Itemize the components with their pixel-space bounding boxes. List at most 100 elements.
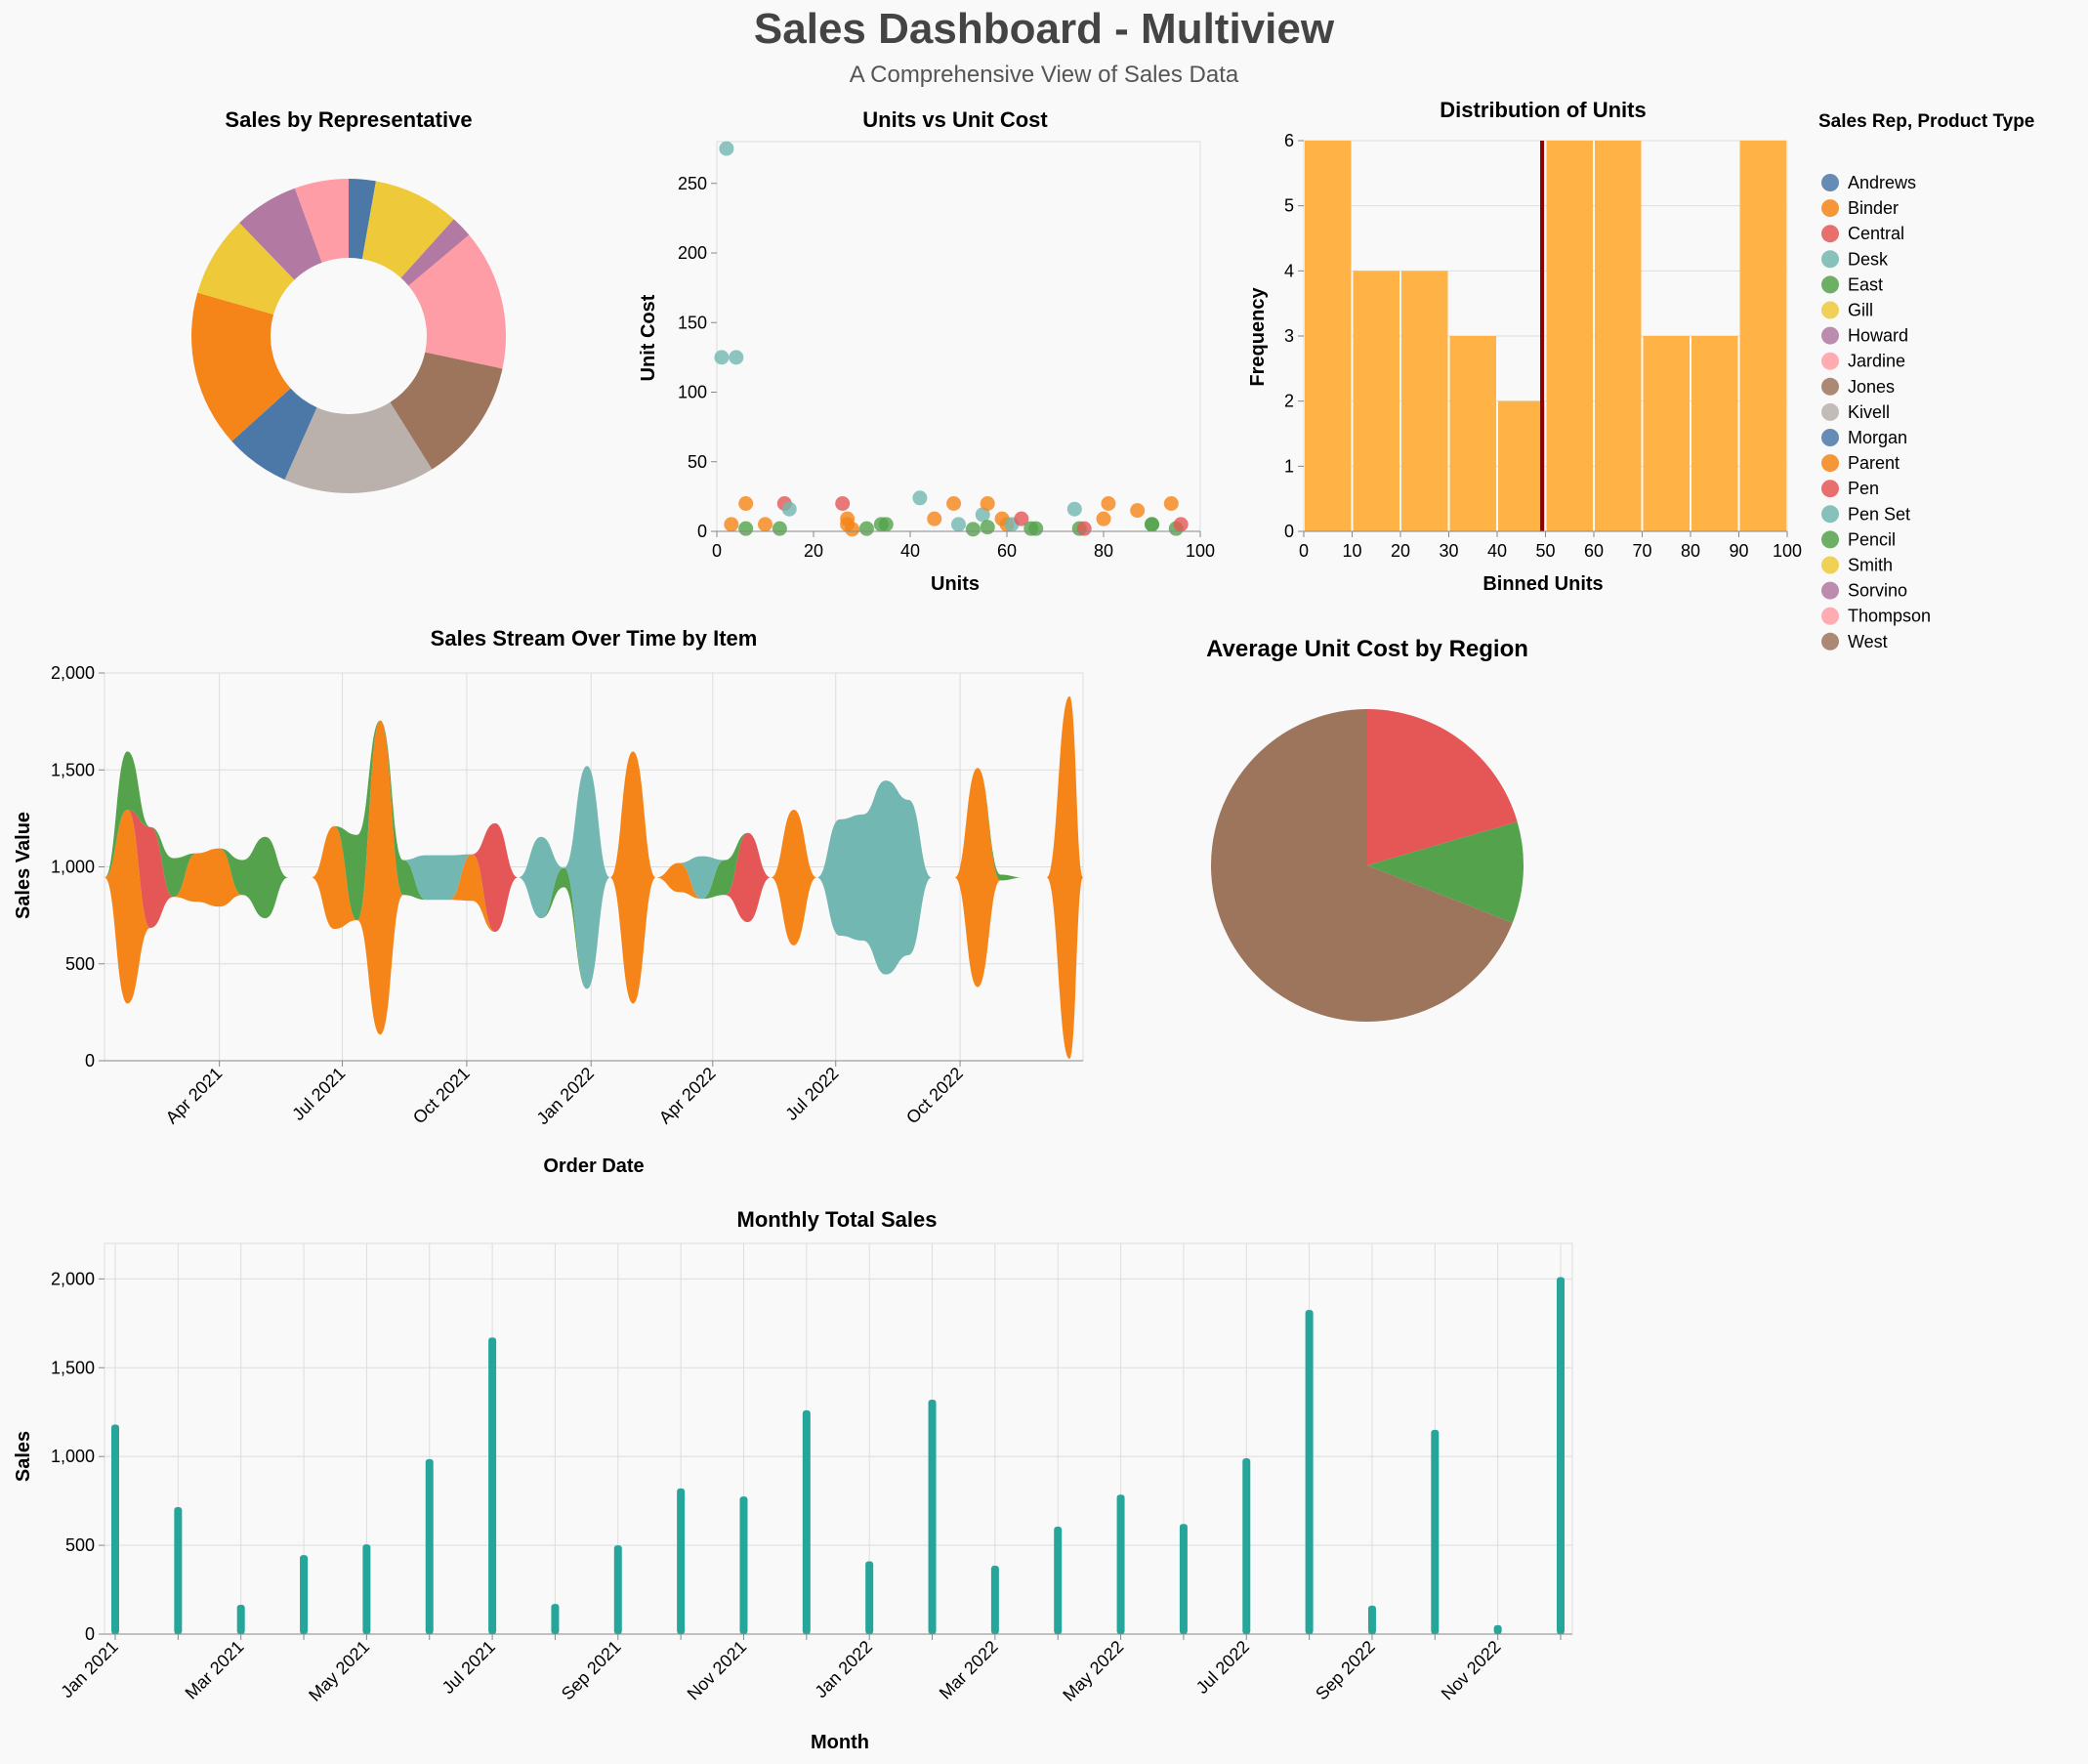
scatter-point — [1076, 521, 1092, 536]
monthly-x-tick-label: Jul 2022 — [1192, 1637, 1253, 1698]
stream-y-tick-label: 1,000 — [51, 858, 95, 877]
monthly-bar — [111, 1424, 119, 1634]
histogram-bar — [1739, 141, 1786, 531]
stream-chart: Sales Stream Over Time by Item 0 500 1,000… — [13, 626, 1084, 1177]
monthly-y-tick-label: 0 — [85, 1624, 95, 1644]
histogram-y-tick-label: 4 — [1284, 261, 1294, 280]
legend-symbol — [1821, 199, 1839, 218]
legend-label: Desk — [1848, 249, 1889, 269]
histogram-bar — [1353, 271, 1399, 531]
monthly-axes: 0 500 1,000 1,500 2,000 Jan 2021 Mar 2021 May 2… — [51, 1269, 1572, 1705]
scatter-point — [845, 522, 860, 537]
legend-label: East — [1848, 274, 1883, 294]
scatter-x-tick-label: 100 — [1186, 541, 1215, 561]
legend-label: Pencil — [1848, 529, 1896, 549]
histogram-bars — [1305, 141, 1786, 531]
legend-symbol — [1821, 556, 1839, 574]
monthly-x-tick-label: Sep 2021 — [558, 1637, 625, 1704]
region-pie-slice-central — [1367, 709, 1518, 865]
stream-y-tick-label: 1,500 — [51, 760, 95, 779]
monthly-bar — [1493, 1624, 1502, 1634]
scatter-point — [1096, 511, 1111, 526]
monthly-bar — [1305, 1310, 1314, 1634]
histogram-y-tick-label: 6 — [1284, 131, 1294, 150]
legend-symbol — [1821, 326, 1839, 345]
scatter-point — [1101, 496, 1116, 511]
scatter-x-tick-label: 20 — [804, 541, 823, 561]
scatter-chart: Units vs Unit Cost 0 50 100 150 200 250 0 20 40 6… — [638, 107, 1215, 595]
stream-x-tick-label: Jul 2022 — [781, 1064, 842, 1124]
scatter-point — [980, 496, 995, 511]
monthly-x-tick-label: May 2022 — [1059, 1637, 1127, 1705]
monthly-bar — [1116, 1494, 1125, 1634]
scatter-point — [878, 517, 894, 532]
monthly-bar — [865, 1561, 874, 1634]
scatter-point — [1028, 521, 1044, 536]
monthly-y-tick-label: 500 — [65, 1535, 95, 1555]
legend-label: Binder — [1848, 198, 1899, 218]
scatter-y-label: Unit Cost — [638, 294, 659, 381]
monthly-bar — [802, 1409, 811, 1634]
legend-symbol — [1821, 454, 1839, 473]
donut-slice-kivell — [284, 401, 433, 493]
monthly-bar — [677, 1488, 686, 1634]
legend: Sales Rep, Product Type Andrews Binder Cen… — [1818, 111, 2034, 651]
histogram-x-label: Binned Units — [1482, 573, 1603, 595]
donut-slice-thompson — [294, 179, 349, 263]
scatter-axes: 0 50 100 150 200 250 0 20 40 60 80 100 — [678, 174, 1215, 561]
scatter-point — [729, 350, 744, 365]
scatter-point — [1173, 517, 1189, 532]
monthly-x-tick-label: Jan 2022 — [811, 1637, 876, 1702]
scatter-x-label: Units — [931, 573, 980, 595]
monthly-bar — [990, 1566, 999, 1634]
monthly-bar — [1054, 1527, 1063, 1634]
scatter-points — [714, 141, 1189, 537]
monthly-x-label: Month — [811, 1732, 869, 1753]
monthly-x-tick-label: Jan 2021 — [57, 1637, 122, 1702]
legend-symbol — [1821, 250, 1839, 269]
legend-symbol — [1821, 581, 1839, 600]
monthly-bar — [236, 1605, 245, 1634]
legend-items: Andrews Binder Central Desk East Gill Howard Ja… — [1821, 173, 1931, 651]
histogram-x-tick-label: 90 — [1729, 541, 1748, 561]
monthly-bar — [300, 1555, 309, 1634]
scatter-point — [1130, 503, 1146, 519]
scatter-point — [1014, 511, 1029, 526]
histogram-bar — [1595, 141, 1642, 531]
legend-symbol — [1821, 377, 1839, 396]
monthly-bar — [613, 1545, 622, 1634]
scatter-point — [858, 521, 874, 536]
legend-symbol — [1821, 632, 1839, 651]
legend-symbol — [1821, 174, 1839, 191]
histogram-y-tick-label: 5 — [1284, 196, 1294, 216]
donut-slice-andrews — [231, 388, 317, 481]
legend-symbol — [1821, 429, 1839, 446]
legend-symbol — [1821, 402, 1839, 421]
legend-label: Parent — [1848, 453, 1900, 473]
stream-x-tick-label: Jan 2022 — [533, 1064, 599, 1129]
scatter-y-tick-label: 150 — [678, 313, 707, 332]
scatter-point — [714, 350, 730, 365]
legend-symbol — [1821, 530, 1839, 549]
monthly-title: Monthly Total Sales — [737, 1207, 938, 1232]
monthly-y-tick-label: 2,000 — [51, 1269, 95, 1288]
histogram-x-tick-label: 50 — [1535, 541, 1555, 561]
monthly-frame — [104, 1242, 1573, 1635]
histogram-y-tick-label: 3 — [1284, 326, 1294, 346]
stream-y-label: Sales Value — [13, 812, 34, 919]
dashboard-subtitle: A Comprehensive View of Sales Data — [850, 62, 1239, 88]
scatter-point — [1145, 517, 1159, 532]
histogram-x-tick-label: 40 — [1487, 541, 1507, 561]
stream-area-pen-set — [104, 695, 1083, 989]
histogram-y-tick-label: 0 — [1284, 522, 1294, 541]
scatter-point — [980, 520, 995, 535]
legend-symbol — [1821, 352, 1839, 370]
scatter-point — [758, 517, 773, 532]
histogram-x-tick-label: 30 — [1439, 541, 1458, 561]
monthly-chart: Monthly Total Sales 0 500 1,000 1,500 2,000 J… — [13, 1207, 1573, 1753]
donut-slice-morgan — [349, 179, 376, 260]
legend-label: Sorvino — [1848, 581, 1907, 601]
scatter-x-tick-label: 60 — [997, 541, 1017, 561]
